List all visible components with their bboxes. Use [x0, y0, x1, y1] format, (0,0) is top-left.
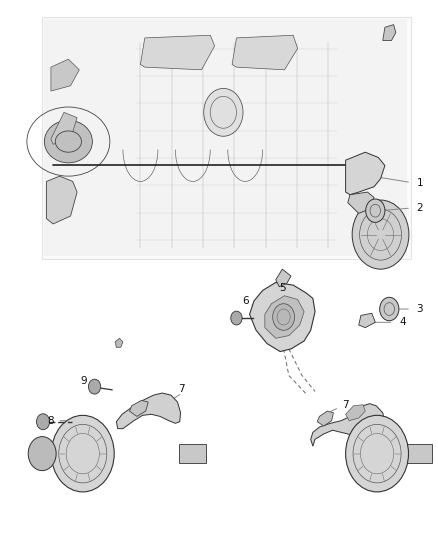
Text: 1: 1	[417, 177, 423, 188]
Bar	[407, 444, 432, 463]
Text: 2: 2	[417, 203, 423, 213]
Polygon shape	[276, 269, 291, 287]
Circle shape	[352, 200, 409, 269]
Polygon shape	[346, 405, 365, 421]
Polygon shape	[359, 313, 375, 328]
Circle shape	[273, 304, 294, 330]
Polygon shape	[130, 400, 148, 416]
Polygon shape	[348, 192, 374, 213]
Text: 7: 7	[179, 384, 185, 394]
Bar	[42, 17, 411, 259]
Bar	[179, 444, 206, 463]
Polygon shape	[141, 35, 215, 70]
Circle shape	[346, 415, 409, 492]
Text: 6: 6	[242, 296, 248, 306]
Circle shape	[380, 297, 399, 321]
Circle shape	[204, 88, 243, 136]
Ellipse shape	[44, 120, 92, 163]
Polygon shape	[115, 338, 123, 348]
Polygon shape	[44, 19, 407, 256]
Polygon shape	[250, 282, 315, 352]
Text: 7: 7	[343, 400, 349, 410]
Circle shape	[231, 311, 242, 325]
Polygon shape	[117, 393, 180, 429]
Polygon shape	[311, 403, 385, 446]
Polygon shape	[265, 296, 304, 338]
Text: 3: 3	[417, 304, 423, 314]
Polygon shape	[346, 152, 385, 195]
Bar	[48, 444, 84, 463]
Ellipse shape	[55, 131, 81, 152]
Polygon shape	[232, 35, 297, 70]
Circle shape	[36, 414, 49, 430]
Text: 8: 8	[48, 416, 54, 426]
Circle shape	[366, 199, 385, 222]
Circle shape	[51, 415, 114, 492]
Polygon shape	[383, 25, 396, 41]
Polygon shape	[46, 176, 77, 224]
Text: 5: 5	[279, 283, 286, 293]
Polygon shape	[317, 411, 333, 426]
Polygon shape	[51, 59, 79, 91]
Circle shape	[88, 379, 101, 394]
Text: 4: 4	[399, 317, 406, 327]
Text: 9: 9	[80, 376, 87, 386]
Polygon shape	[51, 112, 77, 144]
Circle shape	[28, 437, 56, 471]
